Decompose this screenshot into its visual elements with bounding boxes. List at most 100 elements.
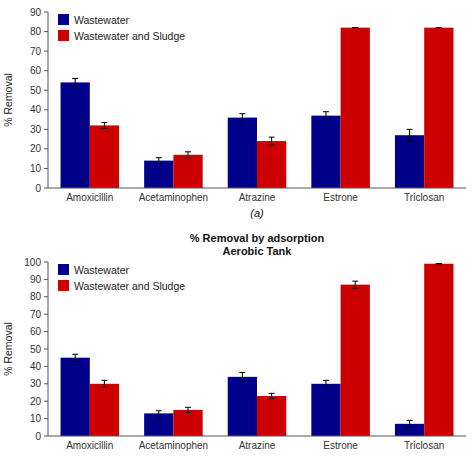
error-bar: [156, 158, 162, 164]
y-tick: [44, 418, 48, 419]
error-cap: [323, 111, 329, 112]
y-tick: [44, 168, 48, 169]
error-stem: [409, 129, 410, 141]
error-cap: [436, 27, 442, 28]
x-tick-label: Atrazine: [239, 192, 276, 203]
bar: [395, 135, 424, 188]
error-stem: [242, 372, 243, 381]
bar: [90, 384, 119, 436]
error-bar: [323, 380, 329, 387]
plot-area: [61, 28, 454, 188]
y-tick-label: 0: [35, 431, 41, 442]
y-tick: [44, 436, 48, 437]
error-cap: [352, 27, 358, 28]
y-tick-label: 10: [30, 163, 42, 174]
legend-swatch: [58, 14, 69, 25]
x-axis-line: [48, 188, 466, 189]
error-bar: [239, 372, 245, 381]
error-cap: [269, 398, 275, 399]
error-stem: [271, 393, 272, 398]
error-cap: [72, 86, 78, 87]
bar: [341, 285, 370, 436]
y-tick-label: 80: [30, 291, 42, 302]
bar: [90, 125, 119, 188]
error-cap: [407, 420, 413, 421]
y-tick-label: 50: [30, 344, 42, 355]
x-axis-line: [48, 436, 466, 437]
y-tick: [44, 296, 48, 297]
error-cap: [269, 137, 275, 138]
x-tick-label: Estrone: [323, 440, 358, 451]
bar: [61, 358, 90, 436]
error-stem: [409, 420, 410, 427]
bar: [341, 28, 370, 188]
error-cap: [407, 427, 413, 428]
legend: Wastewater Wastewater and Sludge: [58, 14, 185, 42]
y-tick: [44, 331, 48, 332]
y-tick-label: 80: [30, 26, 42, 37]
bar: [144, 413, 173, 436]
y-tick-label: 90: [30, 274, 42, 285]
y-tick: [44, 12, 48, 13]
error-cap: [239, 113, 245, 114]
error-cap: [72, 361, 78, 362]
legend: WastewaterWastewater and Sludge: [58, 264, 185, 292]
error-stem: [188, 407, 189, 412]
x-tick-label: Acetaminophen: [139, 440, 209, 451]
error-cap: [352, 281, 358, 282]
legend-label: Wastewater and Sludge: [74, 30, 185, 42]
bar: [173, 410, 202, 436]
x-tick-label: Acetaminophen: [139, 192, 209, 203]
bar: [173, 155, 202, 188]
y-tick: [44, 31, 48, 32]
y-tick-label: 70: [30, 309, 42, 320]
error-cap: [436, 263, 442, 264]
y-tick-label: 60: [30, 326, 42, 337]
y-tick-label: 90: [30, 7, 42, 18]
legend-label: Wastewater and Sludge: [74, 280, 185, 292]
error-cap: [239, 381, 245, 382]
y-tick: [44, 109, 48, 110]
legend-swatch: [58, 264, 69, 275]
legend-label: Wastewater: [74, 14, 130, 26]
x-tick-label: Estrone: [323, 192, 358, 203]
error-bar: [101, 380, 107, 387]
x-tick-label: Triclosan: [404, 192, 444, 203]
y-tick-label: 20: [30, 396, 42, 407]
error-cap: [72, 354, 78, 355]
error-bar: [407, 129, 413, 141]
chart-root: 0102030405060708090AmoxicillinAcetaminop…: [0, 0, 474, 474]
error-bar: [269, 137, 275, 145]
error-stem: [104, 380, 105, 387]
error-bar: [72, 78, 78, 86]
error-cap: [323, 387, 329, 388]
error-stem: [104, 122, 105, 128]
y-tick-label: 40: [30, 361, 42, 372]
y-tick-label: 70: [30, 46, 42, 57]
y-axis-label: % Removal: [2, 322, 14, 376]
bar: [144, 161, 173, 188]
title: % Removal by adsorption: [190, 232, 325, 244]
bar: [228, 118, 257, 188]
error-bar: [323, 112, 329, 120]
error-cap: [156, 410, 162, 411]
error-stem: [75, 78, 76, 86]
y-tick: [44, 262, 48, 263]
y-tick-label: 100: [24, 257, 41, 268]
error-stem: [158, 158, 159, 164]
y-tick: [44, 188, 48, 189]
annotation: (a): [250, 207, 264, 219]
error-cap: [239, 121, 245, 122]
y-tick-label: 50: [30, 85, 42, 96]
error-bar: [352, 281, 358, 288]
y-axis-line: [48, 262, 49, 436]
error-cap: [72, 78, 78, 79]
x-tick-label: Triclosan: [404, 440, 444, 451]
y-tick: [44, 70, 48, 71]
x-tick-label: Atrazine: [239, 440, 276, 451]
error-cap: [185, 412, 191, 413]
error-bar: [185, 407, 191, 412]
error-stem: [158, 411, 159, 416]
error-cap: [156, 157, 162, 158]
error-bar: [239, 114, 245, 122]
